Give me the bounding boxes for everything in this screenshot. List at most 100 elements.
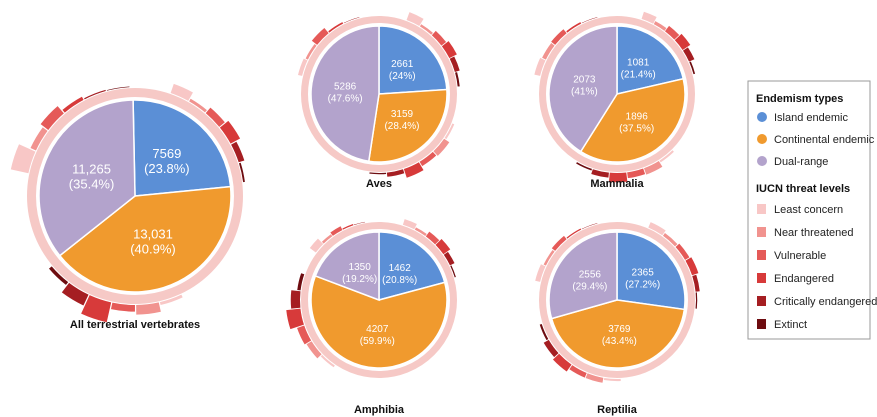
threat-bar [189, 98, 207, 113]
threat-bar [81, 295, 112, 323]
slice-dual [548, 231, 618, 320]
slice-percent-label: (19.2%) [342, 274, 377, 285]
threat-bar [585, 373, 604, 383]
threat-bar [342, 224, 354, 230]
pie-amphibia: 1462(20.8%) 4207(59.9%) 1350(19.2%) [286, 219, 457, 378]
pie-title-mammalia: Mammalia [590, 178, 644, 190]
outer-ring [301, 222, 457, 378]
threat-bar [386, 169, 405, 177]
legend-iucn-items: Least concern Near threatened Vulnerable En… [757, 204, 877, 331]
slice-percent-label: (40.9%) [130, 241, 176, 256]
slice-dual [548, 25, 618, 153]
threat-bar [305, 44, 317, 60]
threat-bar [320, 354, 335, 368]
threat-bar [48, 266, 69, 285]
threat-bar [455, 72, 460, 87]
threat-bar [449, 56, 460, 72]
legend-swatch [757, 112, 767, 122]
threat-bar [328, 22, 344, 33]
legend-endemism-title: Endemism types [756, 93, 843, 105]
threat-bar [431, 30, 447, 46]
legend-label: Critically endangered [774, 296, 877, 308]
slice-percent-label: (43.4%) [602, 336, 637, 347]
threat-bar [136, 302, 161, 315]
slice-island [616, 25, 685, 95]
threat-bar [30, 127, 48, 151]
threat-bar [406, 12, 424, 27]
threat-bar [566, 228, 582, 239]
legend-swatch [757, 250, 766, 260]
threat-bar [205, 107, 225, 127]
legend-swatch [757, 273, 766, 283]
slice-continental [367, 88, 448, 163]
slice-value-label: 3769 [608, 324, 631, 335]
threat-bar [238, 162, 245, 183]
slice-dual [314, 231, 380, 302]
legend-label: Vulnerable [774, 250, 826, 262]
slice-value-label: 2661 [391, 59, 414, 70]
threat-bar [689, 61, 696, 75]
slice-percent-label: (29.4%) [572, 282, 607, 293]
threat-bar [539, 323, 549, 341]
threat-bar [402, 219, 417, 230]
threat-bar [403, 162, 424, 178]
threat-bar [110, 302, 135, 312]
threat-bar [309, 238, 324, 253]
threat-bar [685, 257, 699, 276]
threat-bar [40, 106, 64, 130]
threat-bar [10, 144, 36, 174]
slice-percent-label: (35.4%) [69, 177, 115, 192]
pie-title-reptilia: Reptilia [597, 404, 638, 416]
threat-bar [653, 21, 667, 31]
threat-bar [290, 290, 301, 309]
slice-value-label: 3159 [391, 109, 414, 120]
threat-bar [425, 231, 440, 245]
pie-title-all: All terrestrial vertebrates [70, 319, 200, 331]
threat-bar [419, 24, 433, 35]
slice-island [378, 25, 448, 95]
legend-label: Continental endemic [774, 134, 875, 146]
outer-ring [27, 88, 243, 304]
slice-value-label: 4207 [366, 324, 389, 335]
slice-value-label: 2073 [573, 75, 596, 86]
threat-bar [330, 226, 343, 236]
legend-label: Near threatened [774, 227, 854, 239]
slice-value-label: 2365 [632, 268, 655, 279]
legend-label: Island endemic [774, 112, 848, 124]
pie-reptilia: 2365(27.2%) 3769(43.4%) 2556(29.4%) [535, 222, 700, 383]
threat-bar [569, 365, 587, 378]
threat-bar [297, 325, 312, 345]
slice-percent-label: (21.4%) [621, 69, 656, 80]
legend: Endemism types Island endemic Continental… [747, 80, 877, 340]
pie-all-terrestrial: 7569(23.8%) 13,031(40.9%) 11,265(35.4%) [10, 83, 245, 323]
threat-bar [414, 227, 427, 236]
threat-bar [435, 238, 451, 255]
threat-bar [641, 11, 657, 24]
legend-box [747, 80, 871, 340]
slice-value-label: 13,031 [133, 226, 173, 241]
slice-percent-label: (47.6%) [328, 93, 363, 104]
slice-value-label: 7569 [152, 146, 181, 161]
threat-bar [433, 138, 450, 156]
slice-percent-label: (27.2%) [625, 280, 660, 291]
threat-bar [534, 57, 546, 76]
threat-bar [444, 123, 455, 140]
slice-percent-label: (24%) [389, 71, 416, 82]
slice-continental [58, 185, 232, 293]
threat-bar [297, 273, 305, 291]
threat-bar [581, 17, 598, 24]
slice-percent-label: (20.8%) [382, 275, 417, 286]
threat-bar [603, 377, 621, 382]
legend-endemism-items: Island endemic Continental endemic Dual-ra… [757, 112, 875, 168]
slice-value-label: 2556 [579, 270, 602, 281]
threat-bar [343, 17, 360, 24]
slice-island [132, 99, 232, 197]
legend-label: Least concern [774, 204, 843, 216]
pie-title-aves: Aves [366, 178, 392, 190]
slice-dual [310, 25, 380, 163]
threat-bar [692, 274, 700, 292]
threat-bar [170, 83, 193, 101]
slice-island [378, 231, 446, 301]
pie-title-amphibia: Amphibia [354, 404, 405, 416]
threat-bar [369, 172, 387, 175]
